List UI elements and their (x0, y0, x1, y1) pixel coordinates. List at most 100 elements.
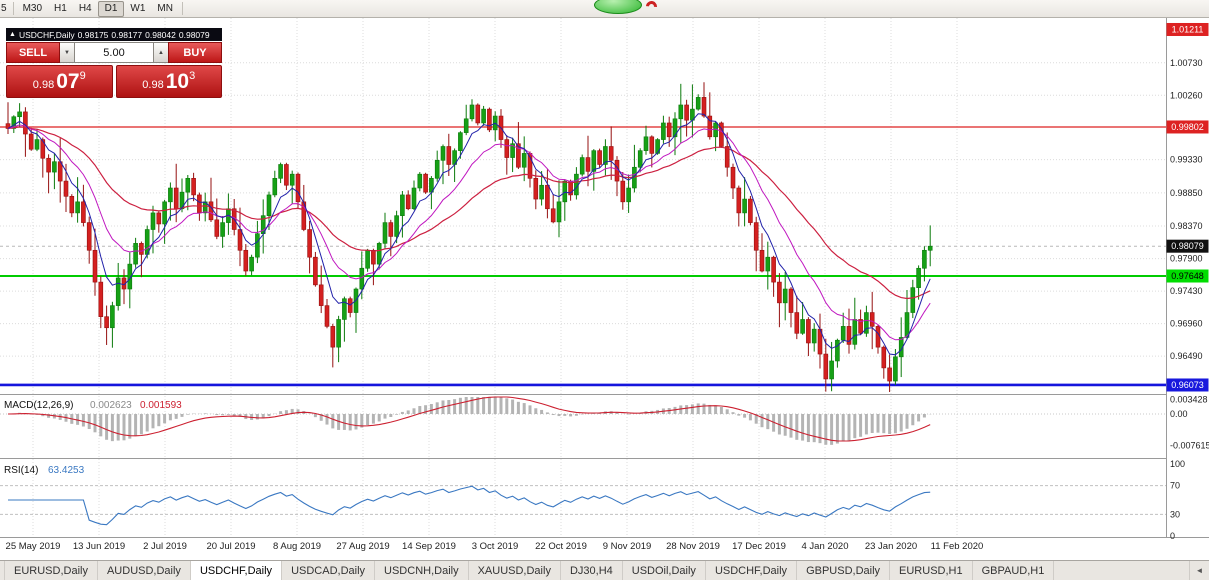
macd-axis-label: 0.003428 (1170, 395, 1208, 405)
price-axis-label: 0.96960 (1170, 319, 1203, 329)
price-buttons-row: 0.98 07 9 0.98 10 3 (6, 65, 222, 98)
macd-signal-line (7, 396, 931, 442)
price-badge (1166, 269, 1209, 283)
macd-panel: MACD(12,26,9) 0.002623 0.001593 (0, 396, 1166, 445)
buy-price-prefix: 0.98 (142, 79, 164, 91)
chart-tab-xauusd-daily[interactable]: XAUUSD,Daily (469, 561, 561, 580)
collapse-icon[interactable]: ▲ (9, 31, 16, 38)
price-axis-label: 1.00260 (1170, 90, 1203, 100)
macd-axis-label: 0.00 (1170, 409, 1188, 419)
chart-tab-usdcnh-daily[interactable]: USDCNH,Daily (375, 561, 469, 580)
chart-tab-eurusd-daily[interactable]: EURUSD,Daily (4, 561, 98, 580)
date-axis-label: 17 Dec 2019 (732, 541, 786, 552)
price-badge-text: 0.98079 (1171, 241, 1204, 251)
price-badge (1166, 22, 1209, 36)
chart-tab-usdcad-daily[interactable]: USDCAD,Daily (282, 561, 376, 580)
chart-tab-usdchf-daily[interactable]: USDCHF,Daily (706, 561, 798, 580)
price-badge-text: 0.99802 (1171, 122, 1204, 132)
date-axis-label: 20 Jul 2019 (206, 541, 255, 552)
buy-price-pip: 3 (189, 70, 196, 82)
chart-tab-dj30-h4[interactable]: DJ30,H4 (561, 561, 623, 580)
date-axis-label: 4 Jan 2020 (801, 541, 848, 552)
ohlc-high: 0.98177 (111, 29, 143, 40)
rsi-axis-label: 30 (1170, 509, 1180, 519)
price-axis-label: 0.97900 (1170, 254, 1203, 264)
level-lines[interactable] (0, 126, 1166, 387)
timeframe-button-w1[interactable]: W1 (130, 2, 146, 14)
price-badge-text: 0.96073 (1171, 380, 1204, 390)
sell-price-pip: 9 (79, 70, 86, 82)
price-badge (1166, 120, 1209, 134)
sell-price-button[interactable]: 0.98 07 9 (6, 65, 113, 98)
rsi-axis-label: 0 (1170, 531, 1175, 541)
price-axis-label: 0.96490 (1170, 351, 1203, 361)
tab-scroll-left-button[interactable]: ◄ (1189, 561, 1209, 580)
date-axis-label: 3 Oct 2019 (472, 541, 518, 552)
price-badge-text: 1.01211 (1172, 24, 1204, 34)
chart-tab-audusd-daily[interactable]: AUDUSD,Daily (98, 561, 191, 580)
chart-area[interactable]: MACD(12,26,9) 0.002623 0.001593 RSI(14) 63.4… (0, 18, 1209, 560)
ma-slow-line (7, 126, 931, 300)
candlesticks (5, 82, 933, 392)
panel-dividers[interactable] (0, 394, 1209, 538)
chart-tab-bar: EURUSD,Daily AUDUSD,Daily USDCHF,Daily USDC… (0, 560, 1209, 580)
timeframe-toolbar: 5 M30 H1 H4 D1 W1 MN (0, 0, 1209, 18)
date-axis-label: 27 Aug 2019 (336, 541, 389, 552)
price-axis-label: 0.97430 (1170, 286, 1203, 296)
chart-tab-gbpaud-h1[interactable]: GBPAUD,H1 (973, 561, 1055, 580)
chart-tab-usdoil-daily[interactable]: USDOil,Daily (623, 561, 706, 580)
volume-input[interactable]: 5.00 (74, 42, 154, 63)
chart-tab-usdchf-daily[interactable]: USDCHF,Daily (190, 561, 283, 580)
date-axis-label: 11 Feb 2020 (931, 541, 984, 552)
ohlc-close: 0.98079 (178, 29, 210, 40)
rsi-axis-label: 70 (1170, 481, 1180, 491)
ohlc-open: 0.98175 (77, 29, 109, 40)
rsi-label: RSI(14) (4, 465, 38, 476)
date-axis-label: 25 May 2019 (6, 541, 61, 552)
volume-increment-button[interactable]: ▲ (154, 42, 168, 63)
ma-mid-line (7, 124, 931, 341)
date-axis-label: 14 Sep 2019 (402, 541, 456, 552)
sell-price-prefix: 0.98 (32, 79, 55, 91)
volume-decrement-button[interactable]: ▼ (60, 42, 74, 63)
date-axis-label: 22 Oct 2019 (535, 541, 587, 552)
sell-button[interactable]: SELL (6, 42, 60, 63)
date-axis-label: 2 Jul 2019 (143, 541, 187, 552)
macd-label: MACD(12,26,9) (4, 400, 73, 411)
chart-symbol-label: USDCHF,Daily (18, 29, 75, 40)
price-badge-text: 0.97648 (1171, 271, 1204, 281)
buy-price-button[interactable]: 0.98 10 3 (115, 65, 222, 98)
toolbar-separator (181, 2, 183, 15)
buy-button[interactable]: BUY (168, 42, 222, 63)
price-badge (1166, 239, 1209, 253)
timeframe-button-h4[interactable]: H4 (78, 2, 92, 14)
date-axis-label: 8 Aug 2019 (273, 541, 321, 552)
price-axis-label: 0.99330 (1170, 155, 1203, 165)
price-axis-label: 0.98850 (1170, 188, 1203, 198)
chart-tab-eurusd-h1[interactable]: EURUSD,H1 (890, 561, 973, 580)
price-axis-label: 1.00730 (1170, 58, 1203, 68)
rsi-panel: RSI(14) 63.4253 (0, 465, 1166, 526)
order-controls-row: SELL ▼ 5.00 ▲ BUY (6, 42, 222, 63)
rsi-line (8, 485, 931, 526)
moving-averages (7, 113, 931, 356)
ma-fast-line (7, 113, 931, 356)
chart-tab-gbpusd-daily[interactable]: GBPUSD,Daily (797, 561, 891, 580)
price-badges: 1.01211 0.99802 0.98079 0.97648 0.96073 (1166, 22, 1209, 392)
timeframe-button-5[interactable]: 5 (1, 2, 7, 14)
macd-value-main: 0.002623 (90, 400, 132, 411)
chart-title-bar[interactable]: ▲ USDCHF,Daily 0.98175 0.98177 0.98042 0… (6, 28, 222, 41)
date-axis[interactable]: 25 May 2019 13 Jun 2019 2 Jul 2019 20 Jul 2… (6, 541, 984, 552)
rsi-value: 63.4253 (48, 465, 85, 476)
timeframe-button-mn[interactable]: MN (157, 2, 173, 14)
timeframe-button-d1[interactable]: D1 (97, 0, 125, 17)
timeframe-button-m30[interactable]: M30 (22, 2, 43, 14)
sell-price-big: 07 (56, 70, 80, 93)
green-oval-overlay (594, 0, 642, 14)
rsi-axis-label: 100 (1170, 459, 1185, 469)
red-mark-overlay (643, 0, 660, 15)
timeframe-button-h1[interactable]: H1 (54, 2, 67, 14)
price-axis-label: 0.98370 (1170, 221, 1203, 231)
date-axis-label: 9 Nov 2019 (603, 541, 652, 552)
